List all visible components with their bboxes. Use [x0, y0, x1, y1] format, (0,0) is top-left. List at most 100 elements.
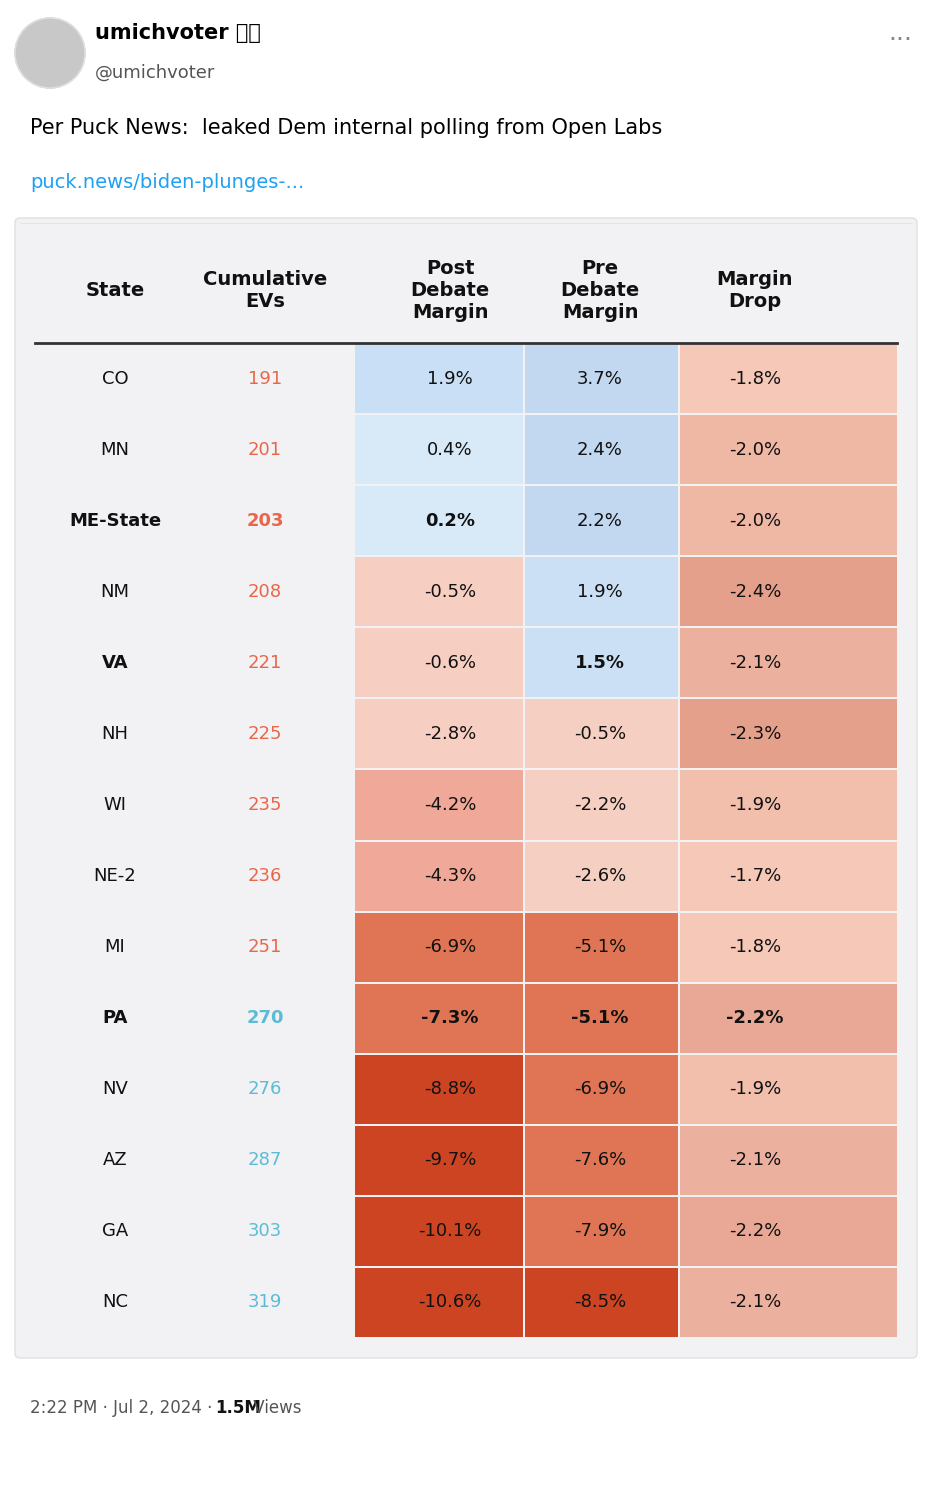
Text: -6.9%: -6.9% [424, 937, 476, 957]
Bar [680, 912, 897, 982]
Bar [680, 984, 897, 1052]
Text: 235: 235 [248, 796, 282, 814]
Bar [525, 1126, 678, 1195]
Text: -7.9%: -7.9% [574, 1223, 626, 1241]
Text: NE-2: NE-2 [93, 868, 136, 885]
Text: Margin
Drop: Margin Drop [717, 269, 793, 311]
Bar [355, 557, 523, 626]
Text: 270: 270 [246, 1009, 283, 1027]
Text: -1.9%: -1.9% [729, 796, 781, 814]
Text: 191: 191 [248, 369, 282, 387]
Text: -0.5%: -0.5% [424, 583, 476, 601]
Text: -2.8%: -2.8% [424, 725, 476, 743]
Text: ...: ... [888, 21, 912, 45]
Text: -1.9%: -1.9% [729, 1080, 781, 1098]
Bar [680, 344, 897, 414]
Text: NV: NV [103, 1080, 128, 1098]
Circle shape [15, 18, 85, 88]
Bar [680, 842, 897, 911]
Bar [525, 415, 678, 484]
Text: -8.8%: -8.8% [424, 1080, 476, 1098]
Text: -0.6%: -0.6% [424, 653, 476, 671]
Text: -0.5%: -0.5% [574, 725, 626, 743]
Bar [355, 842, 523, 911]
Text: 203: 203 [246, 512, 283, 530]
Text: umichvoter 🏳️‍🌈: umichvoter 🏳️‍🌈 [95, 22, 261, 43]
Text: Views: Views [248, 1399, 301, 1417]
Text: CO: CO [102, 369, 129, 387]
Text: -2.0%: -2.0% [729, 440, 781, 458]
Text: 319: 319 [248, 1293, 282, 1311]
Bar [525, 487, 678, 555]
Bar [525, 344, 678, 414]
Bar [525, 628, 678, 698]
Text: 1.5%: 1.5% [575, 653, 625, 671]
Bar [680, 557, 897, 626]
Bar [355, 1126, 523, 1195]
Text: -2.0%: -2.0% [729, 512, 781, 530]
Text: State: State [86, 281, 144, 301]
Text: -10.1%: -10.1% [418, 1223, 482, 1241]
Text: 276: 276 [248, 1080, 282, 1098]
Text: -2.2%: -2.2% [729, 1223, 781, 1241]
Text: 1.5M: 1.5M [215, 1399, 261, 1417]
Text: MN: MN [101, 440, 130, 458]
Text: -2.1%: -2.1% [729, 1152, 781, 1170]
Text: 208: 208 [248, 583, 282, 601]
Bar [680, 771, 897, 839]
Text: MI: MI [104, 937, 126, 957]
Text: 3.7%: 3.7% [577, 369, 623, 387]
Text: 221: 221 [248, 653, 282, 671]
Text: -2.2%: -2.2% [574, 796, 626, 814]
Text: -5.1%: -5.1% [571, 1009, 629, 1027]
Bar [680, 487, 897, 555]
Text: -2.1%: -2.1% [729, 653, 781, 671]
Text: 251: 251 [248, 937, 282, 957]
Bar [355, 1268, 523, 1338]
Text: 2.2%: 2.2% [577, 512, 623, 530]
Text: GA: GA [102, 1223, 128, 1241]
Text: -2.3%: -2.3% [729, 725, 781, 743]
Bar [525, 912, 678, 982]
Bar [680, 1055, 897, 1123]
Bar [525, 1196, 678, 1266]
Bar [355, 1055, 523, 1123]
Text: -2.4%: -2.4% [729, 583, 781, 601]
Bar [355, 487, 523, 555]
Text: PA: PA [103, 1009, 128, 1027]
Bar [355, 415, 523, 484]
Text: Post
Debate
Margin: Post Debate Margin [410, 259, 489, 321]
Bar [355, 771, 523, 839]
Text: 303: 303 [248, 1223, 282, 1241]
Text: AZ: AZ [103, 1152, 128, 1170]
Text: -2.1%: -2.1% [729, 1293, 781, 1311]
Text: NM: NM [101, 583, 130, 601]
Text: -6.9%: -6.9% [574, 1080, 626, 1098]
Text: 1.9%: 1.9% [427, 369, 473, 387]
Text: NH: NH [102, 725, 129, 743]
Text: -9.7%: -9.7% [424, 1152, 476, 1170]
Bar [525, 842, 678, 911]
Bar [355, 344, 523, 414]
Bar [680, 699, 897, 768]
Bar [355, 628, 523, 698]
Text: ME-State: ME-State [69, 512, 161, 530]
Text: -1.8%: -1.8% [729, 369, 781, 387]
Text: 2.4%: 2.4% [577, 440, 623, 458]
Bar [355, 984, 523, 1052]
Bar [355, 912, 523, 982]
Text: 0.2%: 0.2% [425, 512, 475, 530]
Bar [355, 1196, 523, 1266]
Text: -1.8%: -1.8% [729, 937, 781, 957]
Bar [525, 771, 678, 839]
Bar [680, 415, 897, 484]
FancyBboxPatch shape [15, 219, 917, 1359]
Bar [525, 1268, 678, 1338]
Text: -5.1%: -5.1% [574, 937, 626, 957]
Text: puck.news/biden-plunges-...: puck.news/biden-plunges-... [30, 174, 304, 192]
Text: -4.2%: -4.2% [424, 796, 476, 814]
Text: NC: NC [102, 1293, 128, 1311]
Text: -2.6%: -2.6% [574, 868, 626, 885]
Text: -8.5%: -8.5% [574, 1293, 626, 1311]
Text: WI: WI [103, 796, 127, 814]
